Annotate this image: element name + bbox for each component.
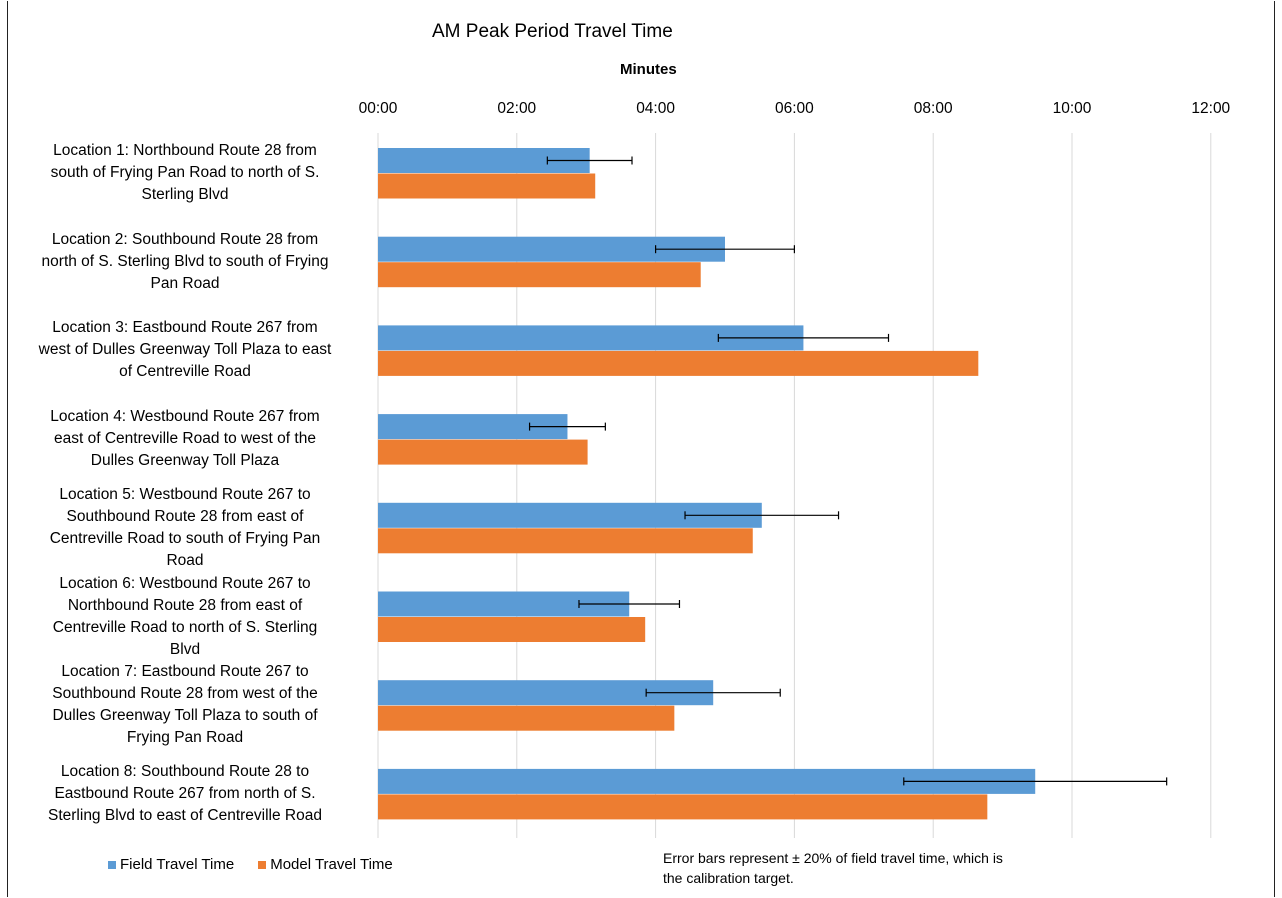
- category-label-line: Blvd: [169, 640, 201, 658]
- x-tick-label: 06:00: [775, 100, 814, 117]
- x-tick-label: 08:00: [914, 100, 953, 117]
- model-bar: [378, 173, 596, 199]
- category-label: Location 3: Eastbound Route 267 from west…: [8, 317, 362, 383]
- legend: Field Travel Time Model Travel Time: [108, 856, 393, 873]
- x-tick-label: 04:00: [636, 100, 675, 117]
- x-tick-label: 00:00: [359, 100, 398, 117]
- error-bar-note: Error bars represent ± 20% of field trav…: [663, 850, 1003, 886]
- category-label-line: Northbound Route 28 from east of: [67, 596, 303, 614]
- category-label-line: Location 4: Westbound Route 267 from: [50, 408, 320, 426]
- legend-label-model: Model Travel Time: [270, 856, 393, 873]
- chart-title: AM Peak Period Travel Time: [432, 21, 673, 42]
- category-label: Location 4: Westbound Route 267 from east…: [8, 406, 362, 472]
- category-label-line: Centreville Road to north of S. Sterling: [52, 618, 318, 636]
- category-label-line: Eastbound Route 267 from north of S.: [54, 784, 316, 802]
- category-label-line: Road: [166, 551, 204, 569]
- category-label: Location 6: Westbound Route 267 to Northb…: [8, 573, 362, 661]
- category-label-line: Sterling Blvd: [141, 186, 229, 203]
- category-label-line: east of Centreville Road to west of the: [54, 430, 316, 448]
- category-label-line: west of Dulles Greenway Toll Plaza to ea…: [38, 341, 332, 359]
- category-label-line: north of S. Sterling Blvd to south of Fr…: [41, 252, 329, 270]
- model-bar: [378, 350, 979, 376]
- category-label-line: Sterling Blvd to east of Centreville Roa…: [48, 806, 322, 824]
- category-label-line: Location 8: Southbound Route 28 to: [60, 762, 310, 780]
- category-label-line: Dulles Greenway Toll Plaza to south of: [52, 707, 318, 725]
- category-label: Location 5: Westbound Route 267 to Southb…: [8, 484, 362, 572]
- model-bar: [378, 528, 753, 554]
- x-tick-label: 12:00: [1191, 100, 1230, 117]
- category-label-line: Southbound Route 28 from east of: [66, 507, 304, 525]
- category-label: Location 2: Southbound Route 28 from nort…: [8, 229, 362, 295]
- category-label-line: Southbound Route 28 from west of the: [52, 685, 318, 703]
- model-bar: [378, 617, 646, 642]
- legend-swatch-model: [258, 860, 267, 869]
- model-bar: [378, 262, 701, 288]
- category-label-line: Location 1: Northbound Route 28 from: [53, 142, 317, 159]
- category-label-line: of Centreville Road: [119, 363, 251, 381]
- legend-item-model: Model Travel Time: [258, 856, 393, 873]
- category-label: Location 1: Northbound Route 28 from sout…: [8, 140, 362, 206]
- model-bar: [378, 794, 988, 820]
- category-label-line: Location 2: Southbound Route 28 from: [51, 230, 319, 248]
- category-label-line: Centreville Road to south of Frying Pan: [49, 529, 321, 547]
- category-label-line: south of Frying Pan Road to north of S.: [50, 164, 320, 181]
- legend-swatch-field: [108, 860, 116, 869]
- category-label-line: Location 7: Eastbound Route 267 to: [61, 663, 309, 681]
- model-bar: [378, 705, 675, 731]
- x-tick-label: 10:00: [1053, 100, 1092, 117]
- x-axis-title: Minutes: [620, 61, 677, 78]
- legend-item-field: Field Travel Time: [108, 856, 234, 873]
- model-bar: [378, 439, 588, 465]
- category-label-line: Frying Pan Road: [126, 729, 244, 747]
- category-label-line: Location 6: Westbound Route 267 to: [59, 574, 311, 592]
- category-label: Location 8: Southbound Route 28 to Eastbo…: [8, 761, 362, 827]
- category-label-line: Pan Road: [150, 274, 220, 292]
- category-label-line: Location 5: Westbound Route 267 to: [59, 485, 311, 503]
- x-tick-label: 02:00: [497, 100, 536, 117]
- category-label-line: Location 3: Eastbound Route 267 from: [52, 319, 318, 337]
- category-label: Location 7: Eastbound Route 267 to Southb…: [8, 661, 362, 749]
- chart-frame: [7, 1, 1275, 897]
- category-label-line: Dulles Greenway Toll Plaza: [90, 452, 280, 470]
- legend-label-field: Field Travel Time: [120, 856, 235, 873]
